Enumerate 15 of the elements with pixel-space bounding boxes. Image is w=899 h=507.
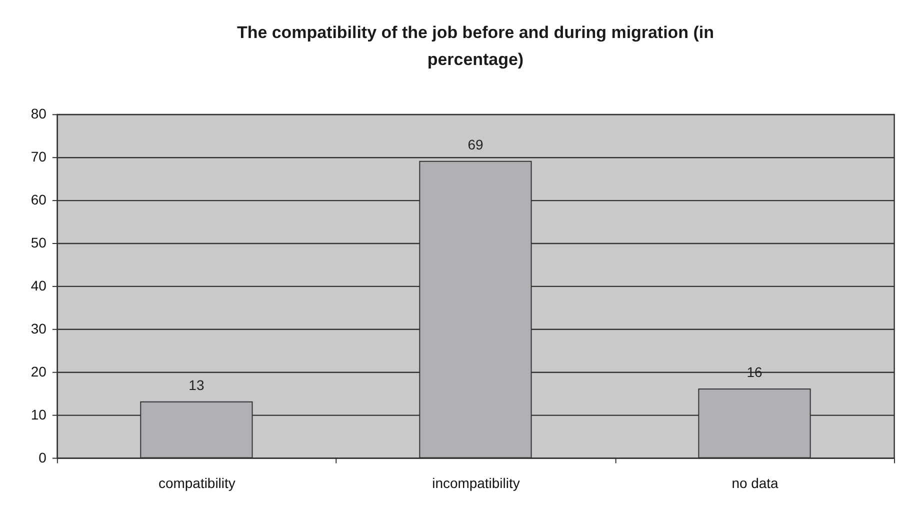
data-label: 13 xyxy=(188,376,204,393)
y-tick-label: 60 xyxy=(30,192,47,208)
data-label: 69 xyxy=(468,136,484,152)
x-tick-label: no data xyxy=(732,475,779,492)
y-tick-label: 0 xyxy=(38,449,47,466)
y-tick-label: 30 xyxy=(30,320,47,336)
y-tick-label: 40 xyxy=(30,277,47,294)
y-tick-label: 20 xyxy=(30,363,47,380)
y-tick-label: 80 xyxy=(30,106,47,122)
x-tick-label: incompatibility xyxy=(432,475,520,492)
chart-title: The compatibility of the job before and during migration (in percentage) xyxy=(236,23,714,70)
x-tick-label: compatibility xyxy=(158,475,236,492)
y-tick-label: 50 xyxy=(30,234,47,250)
y-tick-label: 10 xyxy=(30,406,47,422)
y-tick-label: 70 xyxy=(30,148,47,165)
